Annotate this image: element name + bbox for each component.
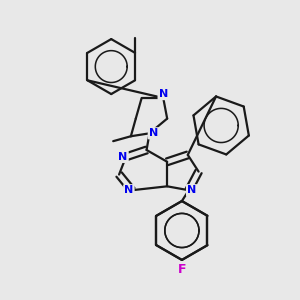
Text: N: N [159, 89, 168, 99]
Text: F: F [178, 263, 186, 276]
Text: N: N [124, 185, 134, 195]
Text: N: N [187, 185, 196, 195]
Text: N: N [149, 128, 158, 138]
Text: N: N [118, 152, 127, 162]
